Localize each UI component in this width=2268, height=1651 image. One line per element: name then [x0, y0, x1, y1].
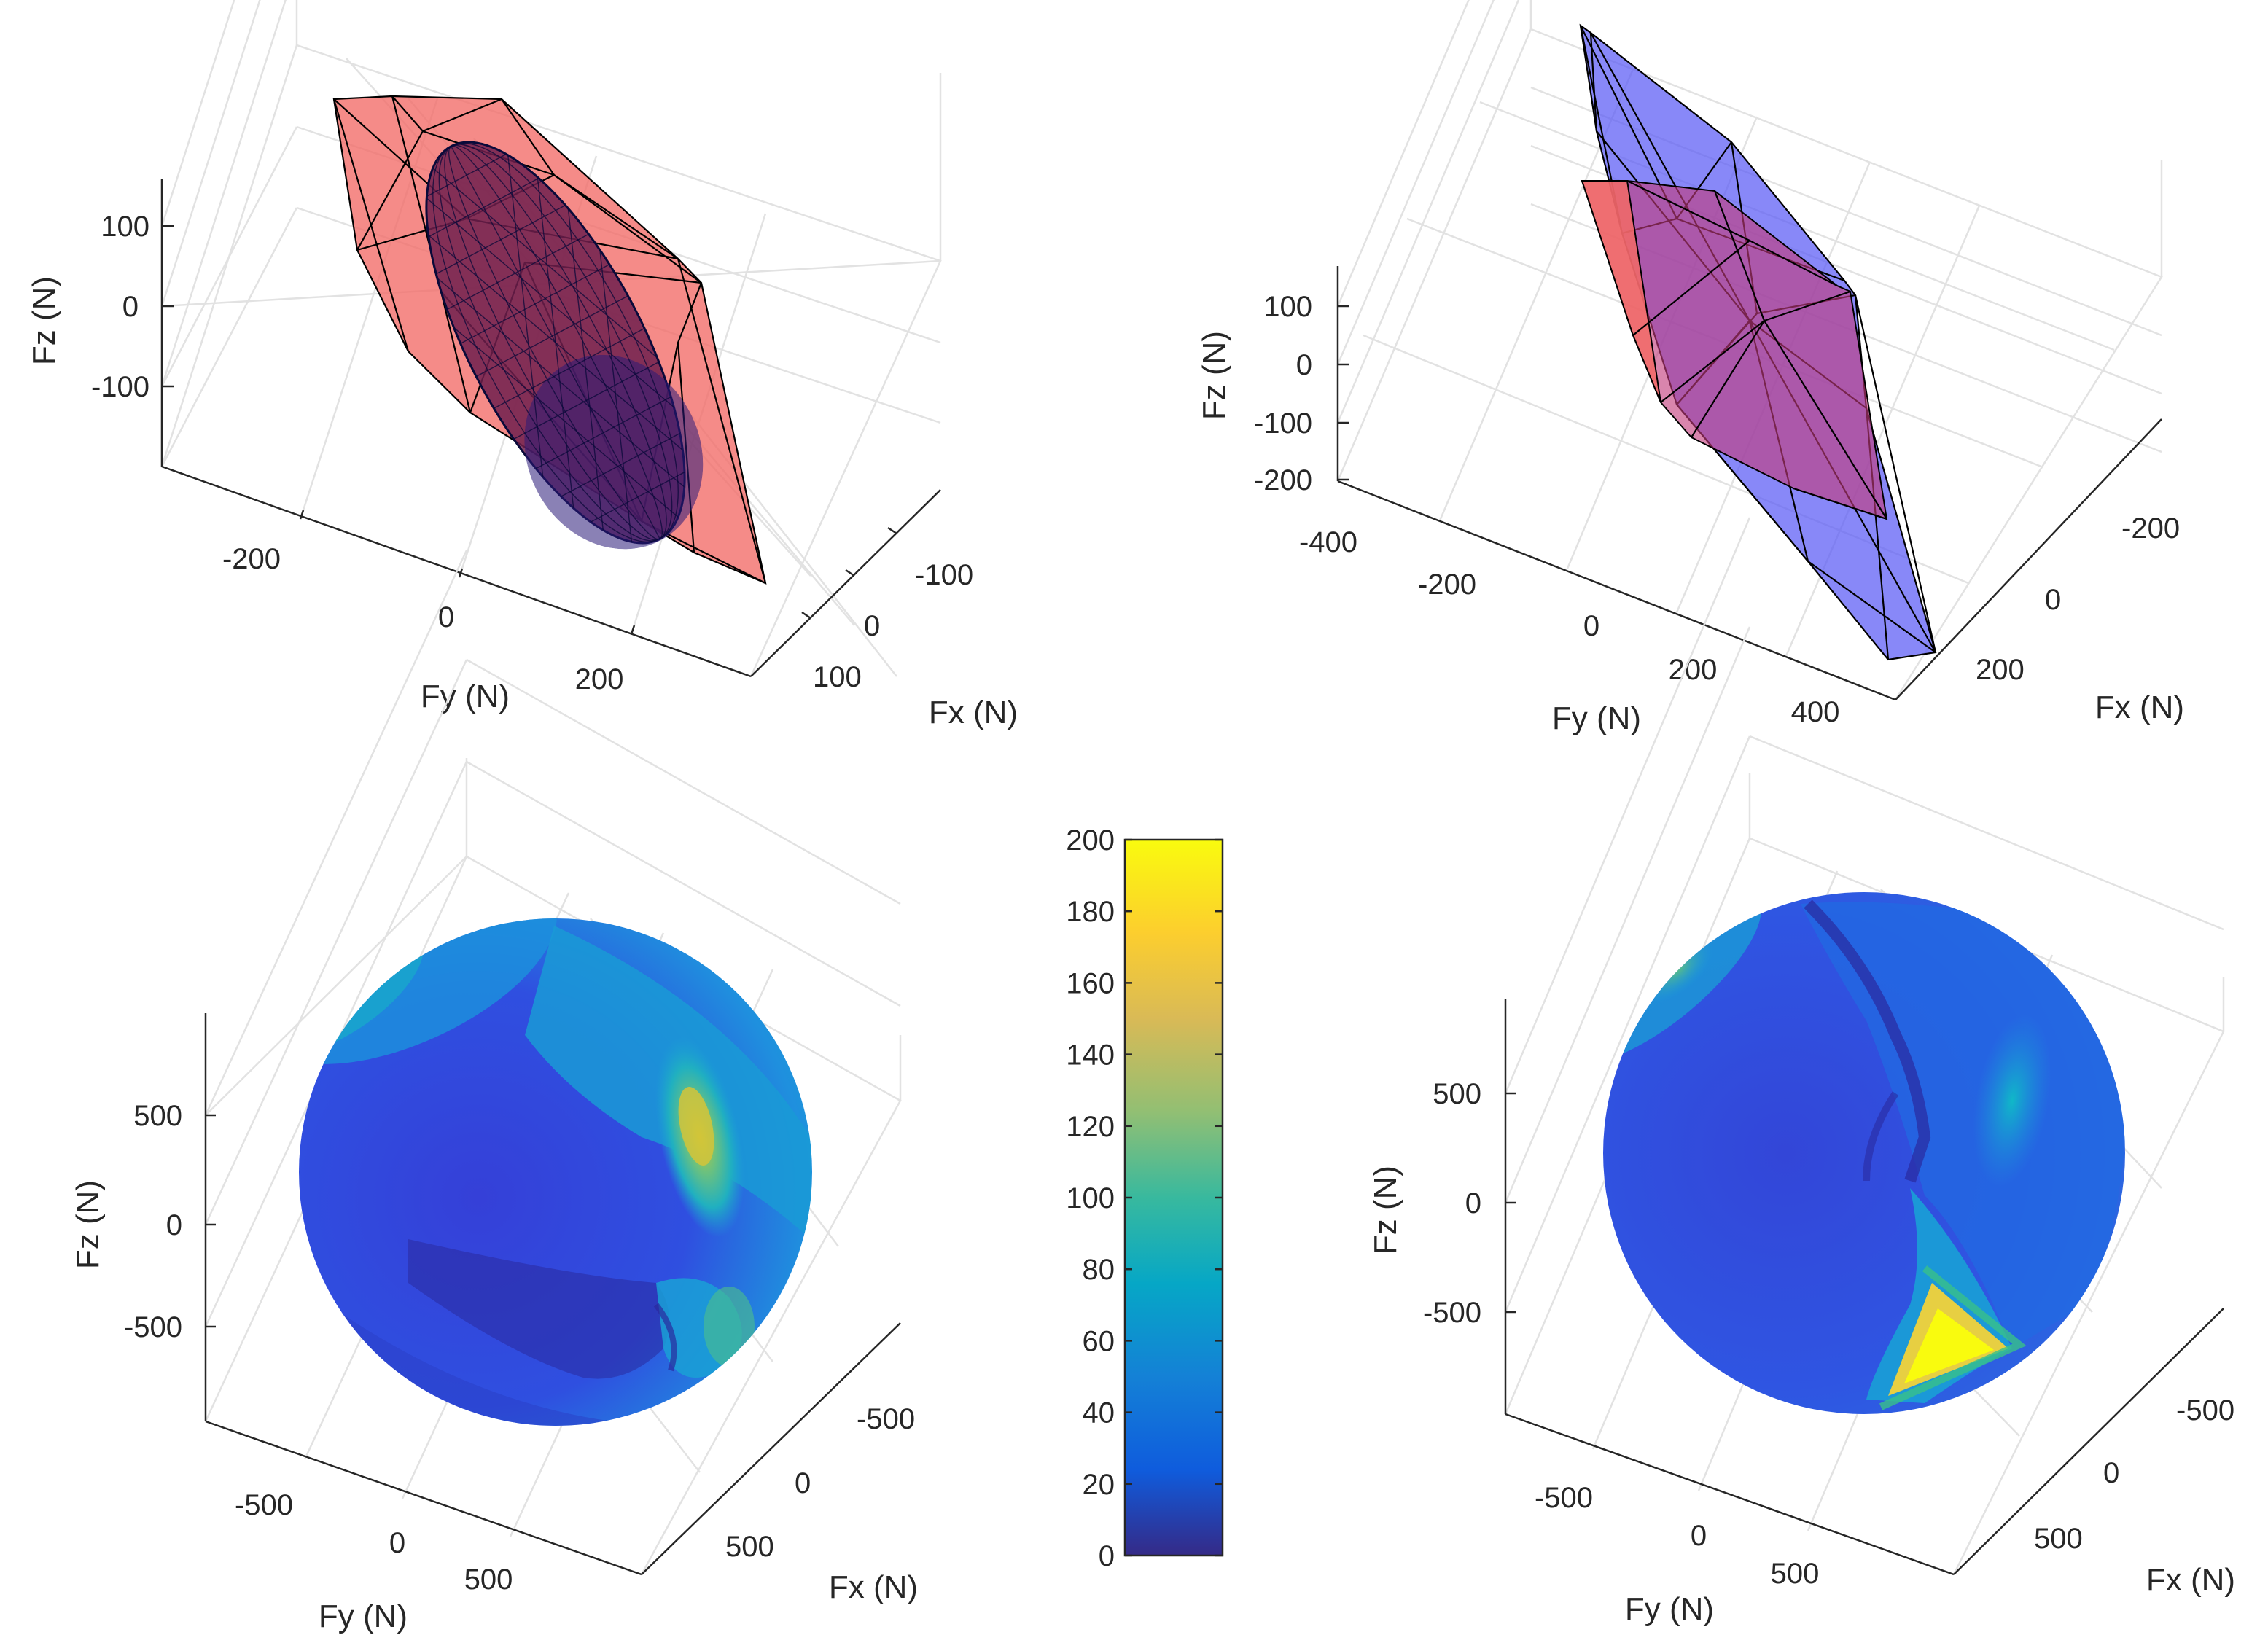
tick-label: 0 — [1296, 349, 1312, 381]
colorbar-tick-label: 140 — [1066, 1039, 1115, 1072]
ticks-x: -500 0 500 — [2034, 1394, 2234, 1555]
ticks-x: -100 0 100 — [813, 559, 973, 693]
colorbar-tick-label: 20 — [1083, 1469, 1115, 1501]
tick-label: 0 — [1691, 1520, 1707, 1552]
ticks-y: -500 0 500 — [235, 1489, 513, 1596]
tick-label: -500 — [1423, 1297, 1481, 1329]
tick-label: -500 — [857, 1403, 915, 1435]
ticks-y: -200 0 200 — [222, 543, 623, 695]
colorbar-tick-label: 180 — [1066, 896, 1115, 928]
ticks-y: -500 0 500 — [1535, 1482, 1819, 1590]
tick-label: 100 — [1263, 291, 1312, 323]
sphere-surface — [1603, 892, 2125, 1414]
tick-label: -500 — [124, 1311, 182, 1343]
tick-label: 400 — [1791, 696, 1840, 728]
colorbar-tick-label: 0 — [1099, 1540, 1115, 1572]
tick-label: 500 — [133, 1100, 182, 1132]
ticks-z: 500 0 -500 — [1423, 1078, 1481, 1329]
tick-label: 200 — [575, 663, 624, 695]
tick-label: 0 — [438, 601, 454, 633]
tick-label: 0 — [1583, 610, 1599, 642]
tick-label: 500 — [2034, 1523, 2083, 1555]
tick-label: -200 — [1254, 464, 1312, 496]
y-axis-label: Fy (N) — [1552, 700, 1641, 736]
panel-top-right: 100 0 -100 -200 -400 -200 0 200 400 -200… — [1196, 0, 2184, 736]
colorbar-tick-label: 60 — [1083, 1325, 1115, 1357]
x-axis-label: Fx (N) — [929, 695, 1018, 730]
polytope-red-inner — [1581, 180, 1888, 520]
tick-label: 200 — [1976, 654, 2025, 686]
ticks-z: 500 0 -500 — [124, 1100, 182, 1343]
axes — [1504, 999, 2224, 1576]
tick-label: 0 — [122, 291, 139, 323]
colorbar-tick-label: 40 — [1083, 1397, 1115, 1429]
colorbar-tick-label: 200 — [1066, 824, 1115, 856]
y-axis-label: Fy (N) — [1625, 1591, 1714, 1627]
tick-label: -200 — [1418, 569, 1476, 601]
tick-label: -500 — [1535, 1482, 1593, 1514]
tick-label: 500 — [1771, 1558, 1820, 1590]
ticks-z: 100 0 -100 — [91, 211, 149, 403]
ticks-x: -200 0 200 — [1976, 512, 2180, 686]
tick-label: 0 — [2045, 584, 2061, 616]
tick-label: -100 — [1254, 407, 1312, 440]
tick-label: 500 — [725, 1531, 774, 1563]
colorbar-tick-label: 160 — [1066, 967, 1115, 999]
tick-label: 0 — [2103, 1457, 2119, 1489]
tick-label: -200 — [222, 543, 281, 575]
tick-label: 0 — [864, 610, 880, 642]
colorbar-tick-label: 120 — [1066, 1111, 1115, 1143]
tick-label: -200 — [2121, 512, 2180, 545]
axes — [204, 1013, 901, 1576]
axes — [1336, 266, 2162, 701]
tick-label: 100 — [101, 211, 149, 243]
ticks-x: -500 0 500 — [725, 1403, 915, 1563]
tick-label: -500 — [2176, 1394, 2234, 1426]
x-axis-label: Fx (N) — [2095, 690, 2184, 725]
colorbar-tick-label: 100 — [1066, 1182, 1115, 1214]
tick-label: 0 — [389, 1527, 405, 1559]
tick-label: 0 — [1465, 1187, 1481, 1219]
ticks-y: -400 -200 0 200 400 — [1299, 526, 1839, 728]
tick-label: 500 — [464, 1564, 513, 1596]
colorbar-gradient — [1123, 838, 1224, 1557]
z-axis-label: Fz (N) — [1196, 331, 1232, 420]
tick-label: -500 — [235, 1489, 293, 1521]
tick-label: -100 — [91, 371, 149, 403]
tick-label: -400 — [1299, 526, 1357, 558]
z-axis-label: Fz (N) — [1368, 1166, 1403, 1254]
z-axis-label: Fz (N) — [26, 276, 62, 365]
y-axis-label: Fy (N) — [421, 679, 510, 714]
tick-label: 200 — [1669, 654, 1718, 686]
tick-label: 0 — [795, 1467, 811, 1499]
sphere-surface — [299, 918, 812, 1426]
ticks-z: 100 0 -100 -200 — [1254, 291, 1312, 496]
tick-label: 0 — [166, 1209, 182, 1241]
tick-label: 500 — [1433, 1078, 1481, 1110]
z-axis-label: Fz (N) — [70, 1180, 106, 1269]
y-axis-label: Fy (N) — [319, 1599, 408, 1634]
panel-top-left: 100 0 -100 -200 0 200 -100 0 100 Fz (N) … — [26, 0, 1018, 730]
tick-label: -100 — [915, 559, 973, 591]
tick-label: 100 — [813, 661, 862, 693]
x-axis-label: Fx (N) — [2146, 1562, 2235, 1598]
x-axis-label: Fx (N) — [829, 1569, 918, 1605]
colorbar-tick-label: 80 — [1083, 1254, 1115, 1286]
panel-bottom-right: 500 0 -500 -500 0 500 -500 0 500 Fz (N) … — [1368, 517, 2235, 1627]
